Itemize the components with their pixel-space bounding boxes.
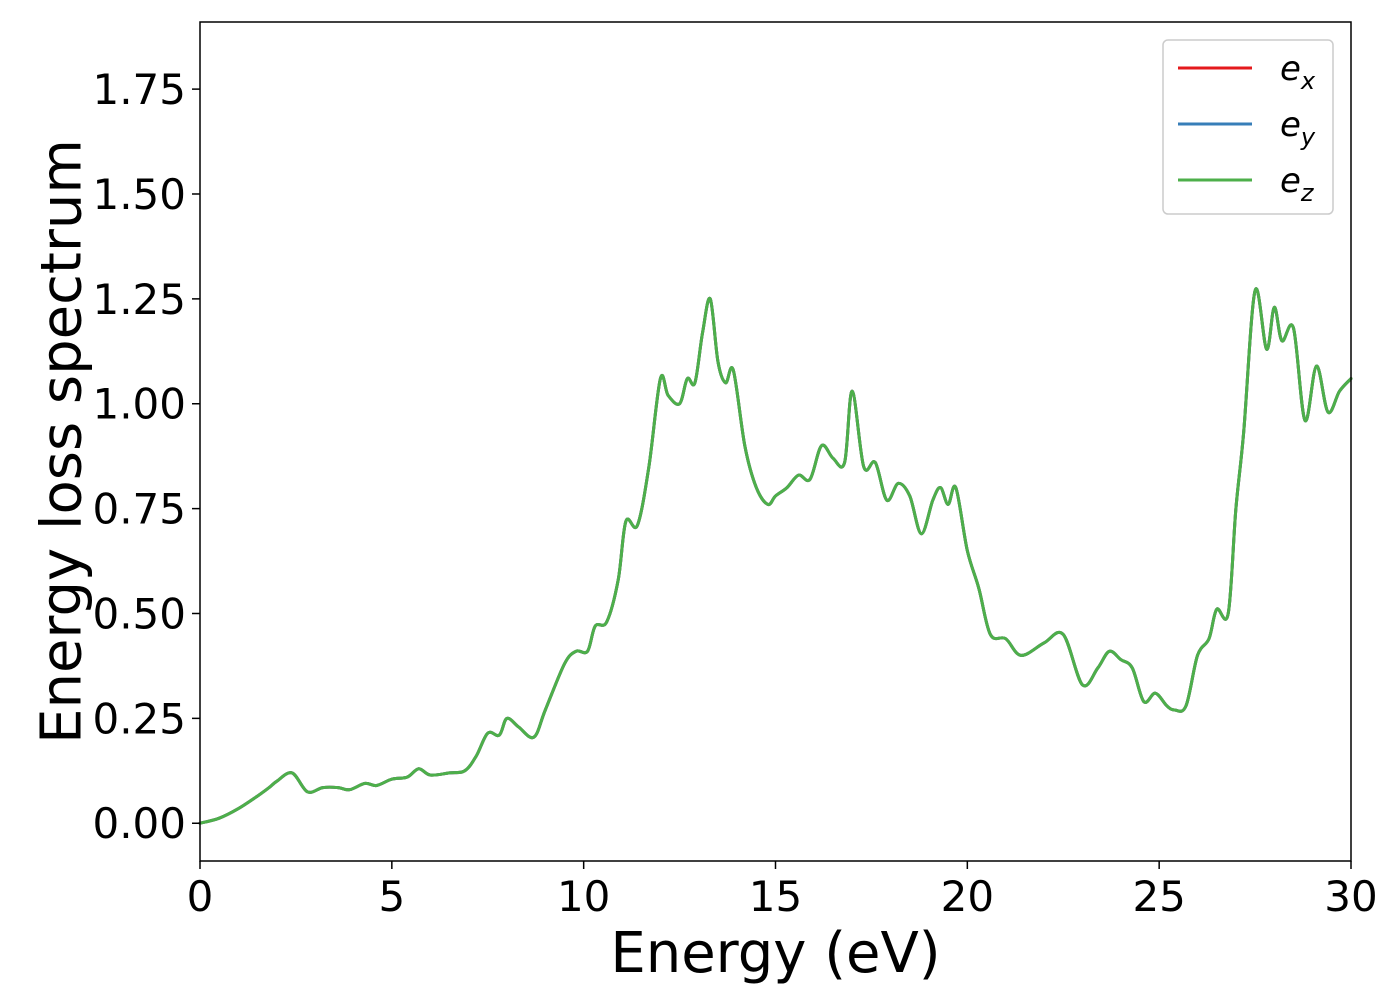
series-line-x <box>198 287 1353 825</box>
x-axis: 0 5 10 15 20 25 30 <box>187 861 1378 921</box>
y-tick-label: 1.00 <box>92 380 186 429</box>
series-line-y <box>198 287 1353 825</box>
x-tick-label: 20 <box>941 872 994 921</box>
series-line-z <box>198 287 1353 825</box>
legend-label-y: ey <box>1280 105 1316 151</box>
y-tick-label: 1.25 <box>92 275 186 324</box>
y-tick-label: 0.25 <box>92 694 186 743</box>
y-axis: 0.00 0.25 0.50 0.75 1.00 1.25 1.50 1.75 <box>92 65 200 848</box>
x-tick-label: 0 <box>187 872 214 921</box>
y-tick-label: 1.50 <box>92 170 186 219</box>
legend-label-x: ex <box>1280 49 1316 95</box>
y-tick-label: 1.75 <box>92 65 186 114</box>
y-tick-label: 0.00 <box>92 799 186 848</box>
x-axis-label: Energy (eV) <box>610 921 940 986</box>
legend-label-z: ez <box>1280 161 1315 207</box>
legend-box <box>1162 39 1334 215</box>
x-tick-label: 15 <box>749 872 802 921</box>
y-tick-label: 0.50 <box>92 589 186 638</box>
x-tick-label: 30 <box>1324 872 1377 921</box>
series-layer <box>198 287 1353 825</box>
x-tick-label: 25 <box>1132 872 1185 921</box>
legend: ex ey ez <box>1162 39 1334 215</box>
x-tick-label: 10 <box>557 872 610 921</box>
y-tick-label: 0.75 <box>92 485 186 534</box>
y-axis-label: Energy loss spectrum <box>30 139 95 744</box>
x-tick-label: 5 <box>378 872 405 921</box>
